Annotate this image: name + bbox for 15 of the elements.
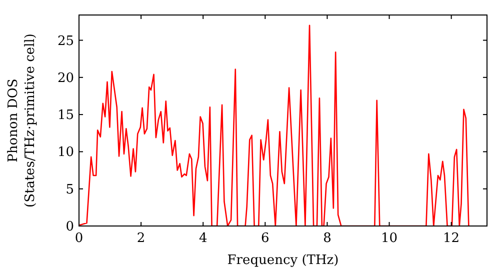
x-tick-label: 2 <box>136 231 146 246</box>
y-tick-label: 10 <box>57 145 74 160</box>
y-tick-label: 0 <box>66 220 74 234</box>
x-tick-label: 12 <box>443 231 460 246</box>
y-tick-label: 20 <box>57 70 74 86</box>
y-tick-label: 15 <box>57 108 74 124</box>
x-tick-label: 6 <box>261 231 270 246</box>
x-tick-label: 4 <box>198 231 208 246</box>
x-tick-label: 8 <box>323 231 332 246</box>
line-series <box>79 24 470 226</box>
x-axis-title: Frequency (THz) <box>227 253 339 268</box>
y-tick-label: 25 <box>57 34 74 49</box>
x-tick-label: 10 <box>380 231 398 246</box>
y-tick-label: 5 <box>66 182 74 198</box>
y-axis-title: Phonon DOS (States/THz·primitive cell) <box>6 33 38 208</box>
